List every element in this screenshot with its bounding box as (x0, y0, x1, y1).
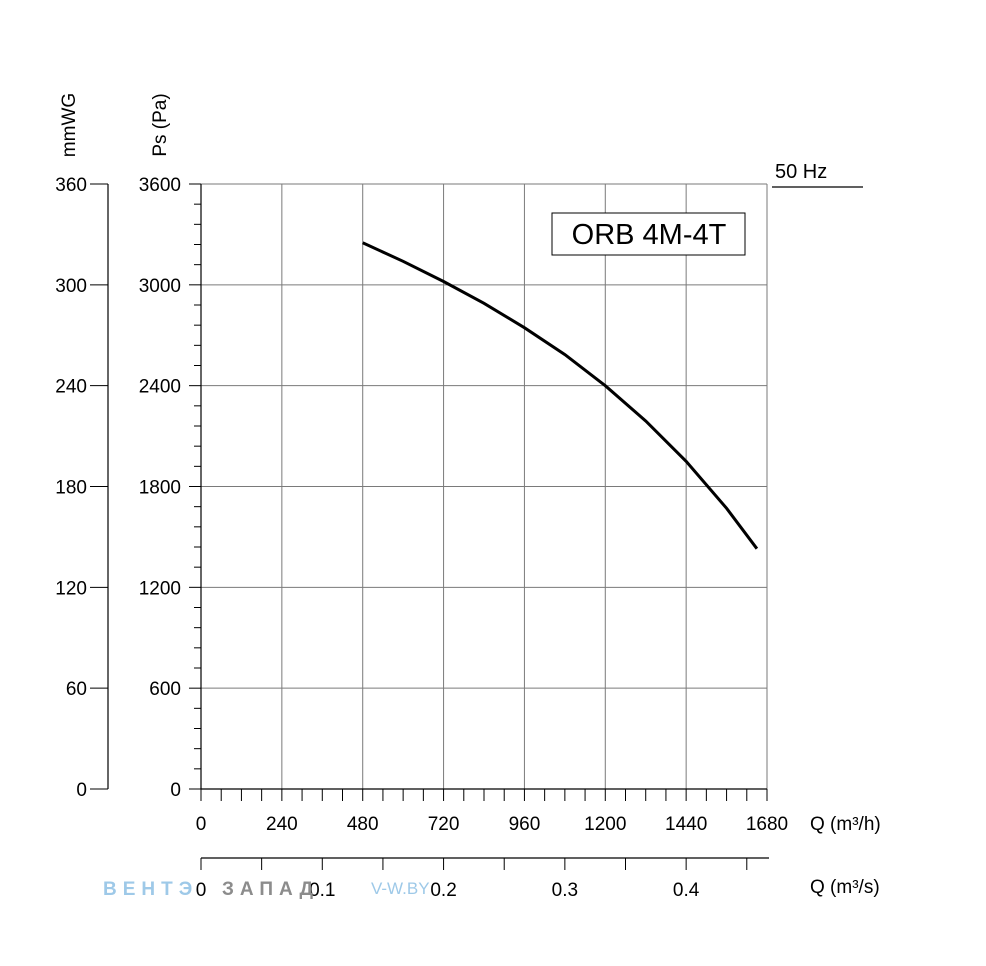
y-primary-tick-label: 0 (170, 780, 181, 801)
watermark-site: V-W.BY (371, 879, 430, 898)
y-secondary-tick-label: 180 (55, 478, 87, 499)
y-secondary-tick-label: 0 (76, 780, 87, 801)
x-secondary-tick-label: 0.3 (552, 880, 578, 901)
y-primary-tick-label: 3000 (139, 276, 181, 297)
x-primary-tick-label: 720 (428, 814, 460, 835)
frequency-label: 50 Hz (775, 161, 827, 183)
y-secondary-tick-label: 60 (66, 679, 87, 700)
tick-labels: 0 240 480 720 960 1200 1440 1680060012001800240… (55, 175, 788, 901)
x-primary-tick-label: 0 (196, 814, 207, 835)
y-primary-title: Ps (Pa) (150, 93, 171, 156)
grid (201, 183, 768, 789)
y-secondary-title: mmWG (59, 93, 80, 157)
y-primary-tick-label: 3600 (139, 175, 181, 196)
chart-title: ORB 4M-4T (572, 219, 727, 251)
pressure-curve (362, 241, 759, 550)
y-primary-tick-label: 1200 (139, 578, 181, 599)
x-secondary-tick-label: 0.1 (309, 880, 335, 901)
x-primary-tick-label: 1680 (746, 814, 788, 835)
watermark-brand-part2: ЗАПАД (222, 879, 319, 900)
y-secondary-tick-label: 240 (55, 377, 87, 398)
y-secondary-tick-label: 360 (55, 175, 87, 196)
x-primary-tick-label: 1200 (584, 814, 626, 835)
axes (90, 183, 769, 870)
x-secondary-title: Q (m³/s) (810, 877, 880, 898)
x-secondary-tick-label: 0.4 (673, 880, 700, 901)
x-primary-tick-label: 1440 (665, 814, 707, 835)
x-secondary-tick-label: 0.2 (430, 880, 456, 901)
y-primary-tick-label: 1800 (139, 478, 181, 499)
x-secondary-tick-label: 0 (196, 880, 207, 901)
y-secondary-tick-label: 300 (55, 276, 87, 297)
y-primary-tick-label: 600 (149, 679, 181, 700)
x-primary-tick-label: 480 (347, 814, 379, 835)
x-primary-title: Q (m³/h) (810, 814, 881, 835)
watermark-brand-part1: ВЕНТЭ (103, 879, 198, 900)
y-secondary-tick-label: 120 (55, 578, 87, 599)
y-primary-tick-label: 2400 (139, 377, 181, 398)
title-box (551, 212, 746, 256)
x-primary-tick-label: 240 (266, 814, 298, 835)
x-primary-tick-label: 960 (509, 814, 541, 835)
